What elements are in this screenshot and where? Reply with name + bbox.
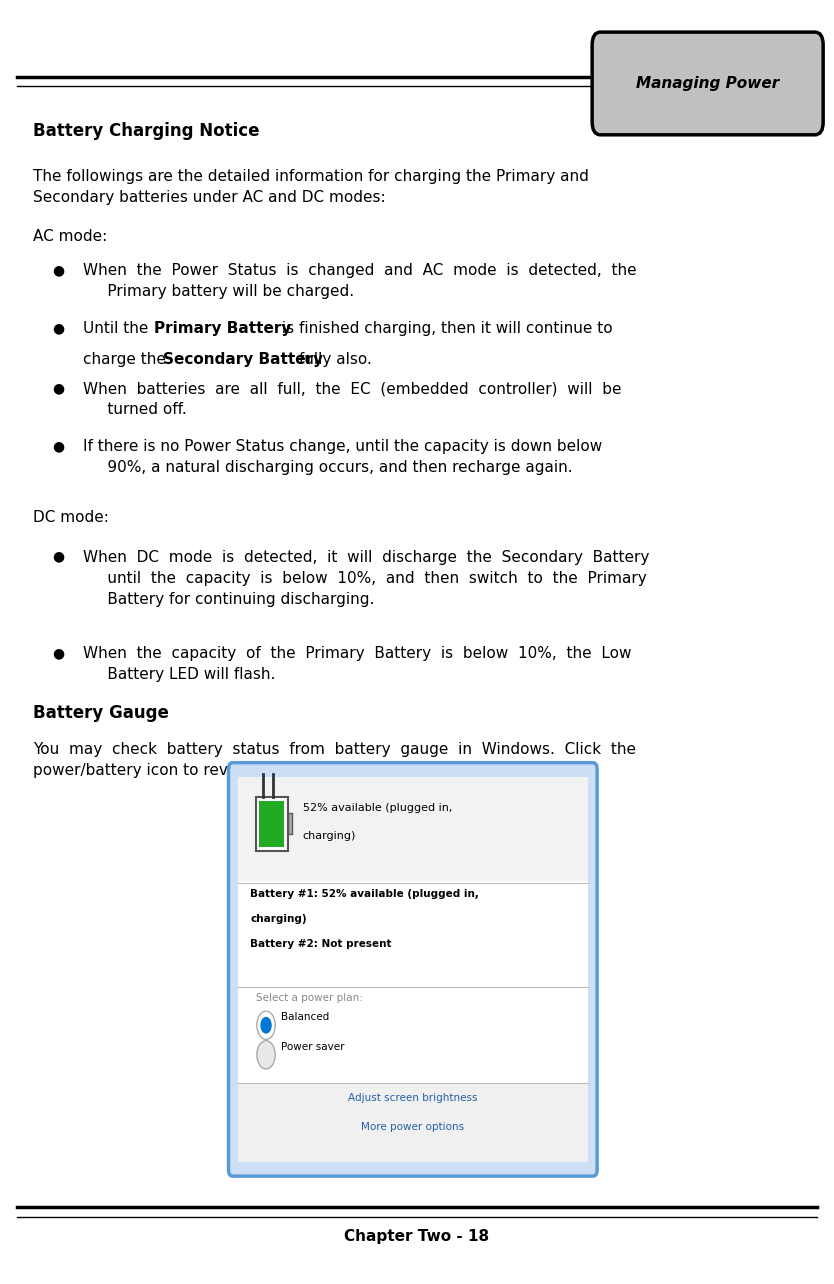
Text: charge the: charge the bbox=[83, 352, 171, 367]
Text: More power options: More power options bbox=[361, 1122, 465, 1131]
Text: charging): charging) bbox=[250, 914, 307, 923]
Bar bbox=[238, 777, 588, 881]
Text: When  DC  mode  is  detected,  it  will  discharge  the  Secondary  Battery
    : When DC mode is detected, it will discha… bbox=[83, 550, 650, 606]
Text: ●: ● bbox=[53, 646, 64, 660]
Text: Battery Charging Notice: Battery Charging Notice bbox=[33, 122, 260, 140]
Text: ●: ● bbox=[53, 263, 64, 277]
Bar bbox=[238, 1084, 588, 1162]
Text: ●: ● bbox=[53, 550, 64, 564]
Bar bbox=[259, 800, 284, 846]
Bar bbox=[238, 777, 588, 1162]
FancyBboxPatch shape bbox=[592, 32, 823, 135]
Text: When  the  Power  Status  is  changed  and  AC  mode  is  detected,  the
     Pr: When the Power Status is changed and AC … bbox=[83, 263, 637, 299]
Text: Managing Power: Managing Power bbox=[636, 76, 779, 91]
Text: Until the: Until the bbox=[83, 321, 153, 336]
Text: Primary Battery: Primary Battery bbox=[154, 321, 292, 336]
Text: DC mode:: DC mode: bbox=[33, 510, 109, 525]
Circle shape bbox=[257, 1012, 275, 1040]
Text: charging): charging) bbox=[303, 831, 356, 841]
Text: Battery #1: 52% available (plugged in,: Battery #1: 52% available (plugged in, bbox=[250, 889, 479, 899]
Text: ●: ● bbox=[53, 321, 64, 335]
Text: When  batteries  are  all  full,  the  EC  (embedded  controller)  will  be
    : When batteries are all full, the EC (emb… bbox=[83, 381, 622, 417]
FancyBboxPatch shape bbox=[229, 763, 597, 1176]
Text: When  the  capacity  of  the  Primary  Battery  is  below  10%,  the  Low
     B: When the capacity of the Primary Battery… bbox=[83, 646, 632, 682]
Text: Secondary Battery: Secondary Battery bbox=[163, 352, 324, 367]
Text: 52% available (plugged in,: 52% available (plugged in, bbox=[303, 802, 452, 813]
Circle shape bbox=[261, 1017, 271, 1032]
Text: Battery Gauge: Battery Gauge bbox=[33, 704, 169, 722]
Text: Adjust screen brightness: Adjust screen brightness bbox=[348, 1094, 478, 1103]
Bar bbox=[288, 813, 292, 833]
Text: AC mode:: AC mode: bbox=[33, 229, 108, 244]
Text: If there is no Power Status change, until the capacity is down below
     90%, a: If there is no Power Status change, unti… bbox=[83, 439, 603, 475]
Text: is finished charging, then it will continue to: is finished charging, then it will conti… bbox=[277, 321, 612, 336]
Text: Power saver: Power saver bbox=[281, 1043, 344, 1052]
Bar bbox=[256, 796, 288, 850]
Text: The followings are the detailed information for charging the Primary and
Seconda: The followings are the detailed informat… bbox=[33, 169, 590, 205]
Text: Select a power plan:: Select a power plan: bbox=[256, 994, 363, 1003]
Text: fully also.: fully also. bbox=[294, 352, 371, 367]
Text: Balanced: Balanced bbox=[281, 1012, 329, 1022]
Text: Chapter Two - 18: Chapter Two - 18 bbox=[344, 1229, 490, 1244]
Text: ●: ● bbox=[53, 381, 64, 395]
Text: Battery #2: Not present: Battery #2: Not present bbox=[250, 940, 392, 949]
Circle shape bbox=[257, 1040, 275, 1068]
Text: You  may  check  battery  status  from  battery  gauge  in  Windows.  Click  the: You may check battery status from batter… bbox=[33, 742, 636, 778]
Text: ●: ● bbox=[53, 439, 64, 453]
